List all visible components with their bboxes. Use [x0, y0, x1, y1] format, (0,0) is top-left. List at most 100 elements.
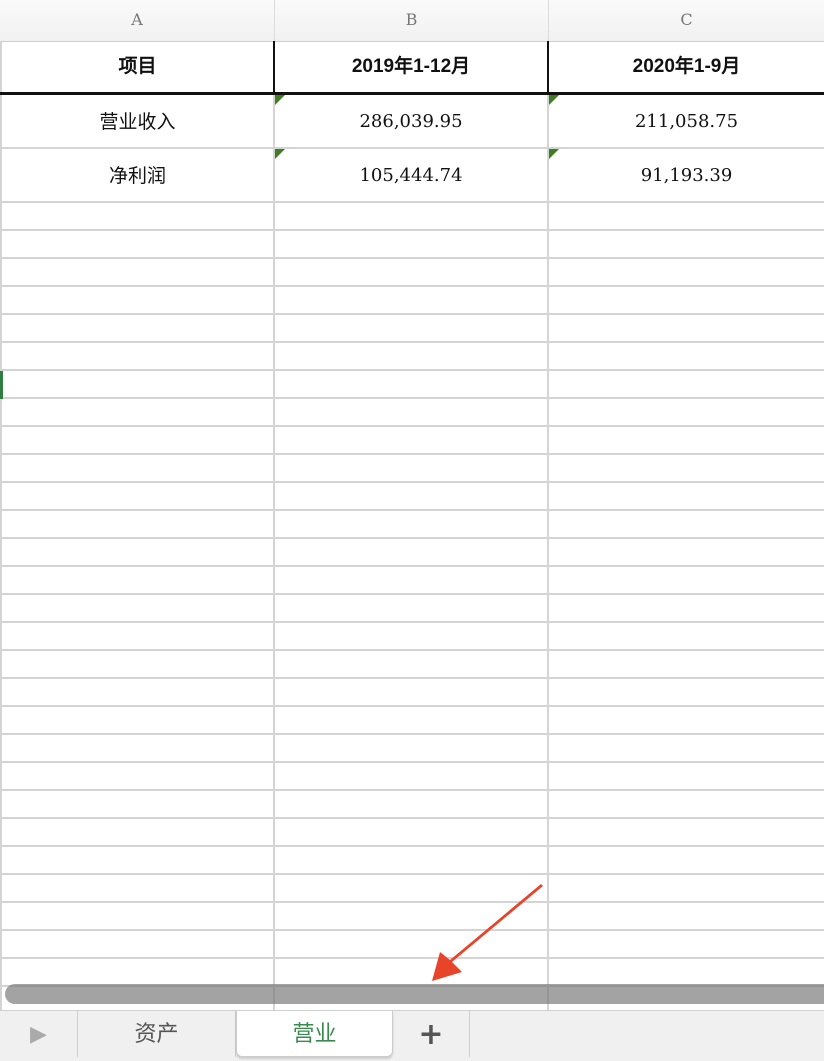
- sheet-tab-assets[interactable]: 资产: [78, 1011, 236, 1057]
- empty-cell[interactable]: [275, 427, 549, 453]
- column-header-b[interactable]: B: [275, 0, 549, 41]
- empty-cell[interactable]: [549, 231, 824, 257]
- empty-cell[interactable]: [0, 483, 275, 509]
- empty-cell[interactable]: [549, 399, 824, 425]
- empty-cell[interactable]: [275, 539, 549, 565]
- header-cell-2020[interactable]: 2020年1-9月: [632, 56, 741, 77]
- empty-cell[interactable]: [275, 231, 549, 257]
- empty-cell[interactable]: [0, 679, 275, 705]
- horizontal-scrollbar[interactable]: [5, 984, 824, 1004]
- empty-cell[interactable]: [275, 399, 549, 425]
- empty-cell[interactable]: [0, 539, 275, 565]
- empty-cell[interactable]: [549, 371, 824, 397]
- empty-cell[interactable]: [0, 847, 275, 873]
- empty-cell[interactable]: [275, 511, 549, 537]
- empty-cell[interactable]: [549, 343, 824, 369]
- empty-cell[interactable]: [0, 567, 275, 593]
- empty-cell[interactable]: [275, 707, 549, 733]
- empty-cell[interactable]: [0, 931, 275, 957]
- empty-cell[interactable]: [275, 483, 549, 509]
- empty-cell[interactable]: [275, 847, 549, 873]
- empty-cell[interactable]: [0, 259, 275, 285]
- sheet-tab-operations[interactable]: 营业: [236, 1011, 393, 1057]
- empty-cell[interactable]: [549, 455, 824, 481]
- empty-cell[interactable]: [0, 763, 275, 789]
- empty-cell[interactable]: [275, 623, 549, 649]
- empty-cell[interactable]: [549, 735, 824, 761]
- empty-cell[interactable]: [275, 903, 549, 929]
- empty-cell[interactable]: [549, 259, 824, 285]
- empty-cell[interactable]: [275, 735, 549, 761]
- empty-cell[interactable]: [0, 707, 275, 733]
- empty-cell[interactable]: [275, 931, 549, 957]
- empty-cell[interactable]: [549, 595, 824, 621]
- empty-cell[interactable]: [0, 455, 275, 481]
- empty-cell[interactable]: [549, 203, 824, 229]
- empty-cell[interactable]: [275, 875, 549, 901]
- empty-cell[interactable]: [0, 427, 275, 453]
- empty-cell[interactable]: [275, 371, 549, 397]
- empty-cell[interactable]: [549, 567, 824, 593]
- empty-cell[interactable]: [0, 231, 275, 257]
- empty-cell[interactable]: [275, 567, 549, 593]
- empty-cell[interactable]: [0, 651, 275, 677]
- header-cell-2019[interactable]: 2019年1-12月: [275, 41, 549, 92]
- empty-cell[interactable]: [549, 819, 824, 845]
- empty-cell[interactable]: [549, 763, 824, 789]
- empty-cell[interactable]: [0, 315, 275, 341]
- cell-label[interactable]: 营业收入: [0, 95, 275, 147]
- empty-cell[interactable]: [0, 959, 275, 985]
- cell-label[interactable]: 净利润: [0, 149, 275, 201]
- empty-cell[interactable]: [0, 791, 275, 817]
- cell-value[interactable]: 211,058.75: [549, 95, 824, 147]
- empty-cell[interactable]: [275, 455, 549, 481]
- empty-cell[interactable]: [275, 287, 549, 313]
- empty-cell[interactable]: [549, 511, 824, 537]
- empty-cell[interactable]: [275, 343, 549, 369]
- empty-cell[interactable]: [0, 623, 275, 649]
- empty-cell[interactable]: [549, 651, 824, 677]
- empty-cell[interactable]: [549, 623, 824, 649]
- empty-cell[interactable]: [549, 707, 824, 733]
- empty-cell[interactable]: [0, 203, 275, 229]
- empty-cell[interactable]: [549, 427, 824, 453]
- plus-icon[interactable]: +: [393, 1011, 470, 1057]
- empty-cell[interactable]: [549, 903, 824, 929]
- play-triangle-icon[interactable]: ▶: [0, 1011, 78, 1057]
- empty-cell[interactable]: [0, 511, 275, 537]
- empty-cell[interactable]: [275, 315, 549, 341]
- empty-cell[interactable]: [0, 903, 275, 929]
- empty-cell[interactable]: [275, 679, 549, 705]
- column-header-a[interactable]: A: [0, 0, 275, 41]
- empty-cell[interactable]: [549, 679, 824, 705]
- cell-value[interactable]: 105,444.74: [275, 149, 549, 201]
- empty-cell[interactable]: [275, 259, 549, 285]
- empty-cell[interactable]: [549, 791, 824, 817]
- empty-cell[interactable]: [549, 847, 824, 873]
- empty-cell[interactable]: [0, 595, 275, 621]
- empty-cell[interactable]: [549, 931, 824, 957]
- empty-cell[interactable]: [0, 875, 275, 901]
- header-cell-item[interactable]: 项目: [0, 41, 275, 92]
- empty-cell[interactable]: [275, 203, 549, 229]
- cell-value[interactable]: 286,039.95: [275, 95, 549, 147]
- empty-cell[interactable]: [0, 735, 275, 761]
- empty-cell[interactable]: [549, 959, 824, 985]
- empty-cell[interactable]: [549, 875, 824, 901]
- empty-cell[interactable]: [0, 819, 275, 845]
- empty-cell[interactable]: [275, 651, 549, 677]
- cell-value[interactable]: 91,193.39: [549, 149, 824, 201]
- empty-cell[interactable]: [275, 959, 549, 985]
- empty-cell[interactable]: [549, 483, 824, 509]
- empty-cell[interactable]: [0, 371, 275, 397]
- column-header-c[interactable]: C: [680, 10, 693, 29]
- empty-cell[interactable]: [0, 287, 275, 313]
- empty-cell[interactable]: [549, 539, 824, 565]
- empty-cell[interactable]: [0, 343, 275, 369]
- empty-cell[interactable]: [275, 819, 549, 845]
- empty-cell[interactable]: [549, 315, 824, 341]
- empty-cell[interactable]: [275, 791, 549, 817]
- empty-cell[interactable]: [549, 287, 824, 313]
- empty-cell[interactable]: [0, 399, 275, 425]
- empty-cell[interactable]: [275, 595, 549, 621]
